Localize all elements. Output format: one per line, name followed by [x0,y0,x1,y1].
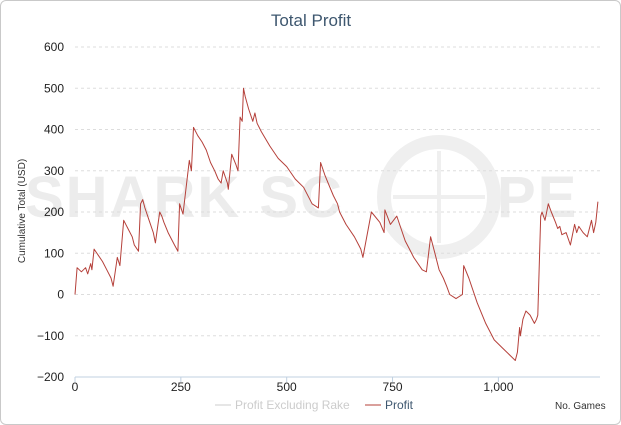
legend-item-1[interactable]: Profit [385,398,414,412]
watermark: SHARK SC PE [25,135,578,259]
x-axis-label: No. Games [555,401,606,412]
y-tick-label: 400 [44,123,64,137]
y-tick-label: 100 [44,246,64,260]
axes: −200 −100 0 100 200 300 400 500 600 0 250 500 750 1,0… [37,40,600,394]
y-tick-label: −100 [37,329,64,343]
chart-title: Total Profit [271,11,352,30]
y-tick-label: 300 [44,164,64,178]
series-layer [74,87,599,361]
series-line-1 [74,87,599,361]
x-tick-label: 1,000 [483,380,513,394]
watermark-text-left: SHARK SC [25,165,344,230]
y-tick-label: −200 [37,370,64,384]
legend: Profit Excluding Rake Profit [215,398,414,412]
x-tick-label: 0 [72,380,79,394]
y-tick-label: 600 [44,40,64,54]
legend-item-0[interactable]: Profit Excluding Rake [235,398,350,412]
y-tick-label: 0 [57,288,64,302]
y-tick-label: 200 [44,205,64,219]
x-tick-label: 500 [277,380,297,394]
x-tick-label: 750 [383,380,403,394]
x-tick-label: 250 [171,380,191,394]
y-axis-label: Cumulative Total (USD) [17,159,28,263]
y-tick-label: 500 [44,81,64,95]
watermark-text-right: PE [497,165,578,230]
